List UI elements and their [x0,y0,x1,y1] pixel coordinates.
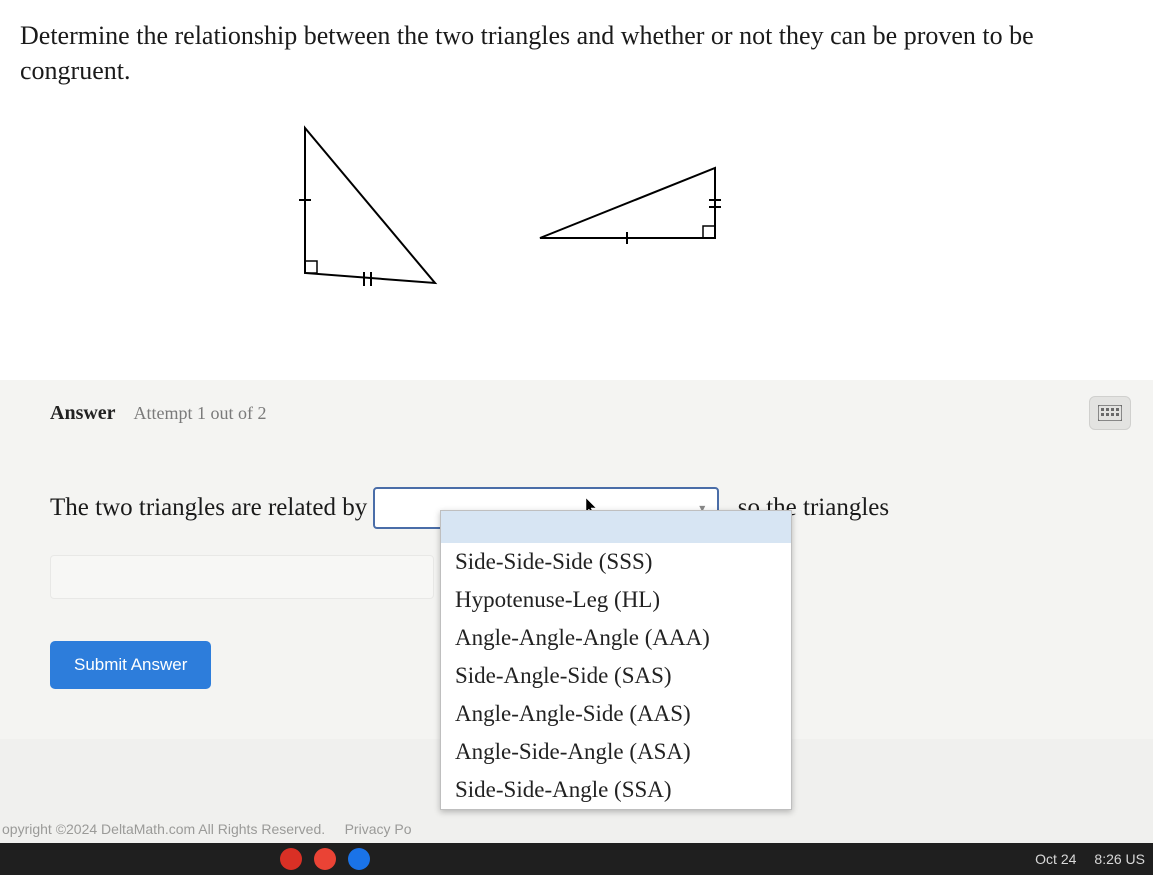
answer-label: Answer [50,402,116,425]
taskbar-app-icon[interactable] [280,848,302,870]
dropdown-option-aas[interactable]: Angle-Angle-Side (AAS) [441,695,791,733]
question-panel: Determine the relationship between the t… [0,0,1153,380]
dropdown-option-sas[interactable]: Side-Angle-Side (SAS) [441,657,791,695]
copyright-text: opyright ©2024 DeltaMath.com All Rights … [2,821,325,837]
taskbar-time: 8:26 US [1094,851,1145,867]
dropdown-menu: Side-Side-Side (SSS) Hypotenuse-Leg (HL)… [440,510,792,810]
dropdown-option-ssa[interactable]: Side-Side-Angle (SSA) [441,771,791,809]
keyboard-icon [1098,405,1122,421]
taskbar-icons [280,848,370,870]
dropdown-option-aaa[interactable]: Angle-Angle-Angle (AAA) [441,619,791,657]
dropdown-option-sss[interactable]: Side-Side-Side (SSS) [441,543,791,581]
dropdown-option-hl[interactable]: Hypotenuse-Leg (HL) [441,581,791,619]
answer-panel: Answer Attempt 1 out of 2 The two triang… [0,380,1153,739]
submit-button[interactable]: Submit Answer [50,641,211,689]
figures-container [280,118,1133,298]
dropdown-option-asa[interactable]: Angle-Side-Angle (ASA) [441,733,791,771]
taskbar-clock: Oct 24 8:26 US [1035,851,1145,867]
triangle-left [280,118,450,298]
triangle-right [530,118,730,258]
question-text: Determine the relationship between the t… [20,18,1133,88]
footer: opyright ©2024 DeltaMath.com All Rights … [0,815,1153,843]
taskbar-app-icon[interactable] [314,848,336,870]
dropdown-option-blank[interactable] [441,511,791,543]
attempt-text: Attempt 1 out of 2 [134,403,267,424]
conclusion-input[interactable] [50,555,434,599]
taskbar-app-icon[interactable] [348,848,370,870]
taskbar-date: Oct 24 [1035,851,1076,867]
keyboard-button[interactable] [1089,396,1131,430]
sentence-before: The two triangles are related by [50,494,367,522]
taskbar: Oct 24 8:26 US [0,843,1153,875]
answer-header: Answer Attempt 1 out of 2 [50,402,1133,425]
privacy-link[interactable]: Privacy Po [345,821,412,837]
